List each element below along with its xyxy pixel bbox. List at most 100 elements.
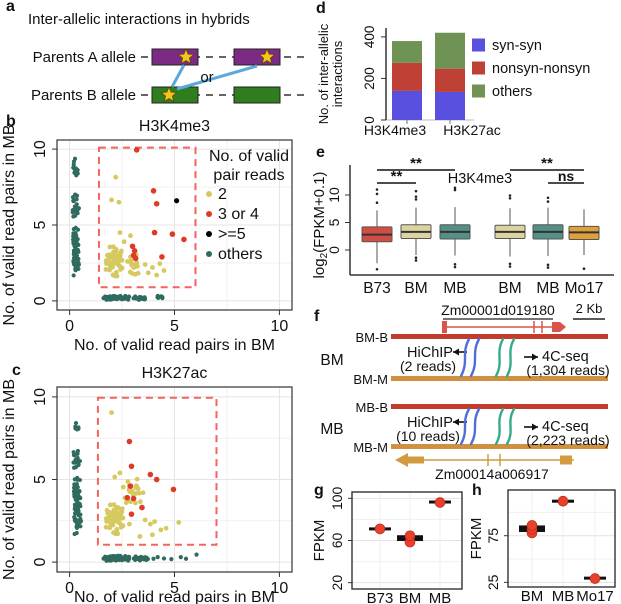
y-tick-label: 5 — [32, 220, 49, 229]
interaction-curve — [459, 337, 471, 378]
dot-category-label: B73 — [367, 590, 394, 604]
track-label: BM-B — [356, 330, 389, 345]
scatter-point — [117, 230, 123, 235]
legend-swatch — [472, 38, 485, 52]
scatter-series-0 — [70, 156, 165, 302]
y-tick-label: 25 — [485, 574, 501, 590]
scatter-point — [124, 494, 131, 501]
dot-point — [526, 520, 538, 531]
scatter-point — [157, 261, 163, 267]
scatter-point — [155, 555, 160, 560]
scatter-point — [150, 188, 157, 194]
panel-h: h 25 75 BM MB Mo17 FPKM — [470, 482, 621, 604]
significance-label: ** — [410, 155, 422, 172]
y-tick-label: 0 — [32, 296, 49, 305]
x-tick-label: 5 — [170, 318, 179, 335]
legend-swatch — [472, 84, 485, 98]
interaction-curve — [505, 337, 516, 378]
scatter-point — [133, 147, 140, 153]
legend-item-label: syn-syn — [492, 38, 542, 54]
y-tick-label: 100 — [329, 486, 345, 510]
dot-category-label: MB — [552, 588, 575, 604]
scatter-point — [142, 517, 148, 523]
outlier-point — [414, 195, 418, 198]
panel-d: d 0 200 400 No. of inter-allelic interaction… — [312, 0, 621, 140]
outlier-point — [508, 197, 512, 200]
dot-point — [557, 495, 569, 507]
scatter-point — [173, 198, 180, 204]
track-m — [391, 376, 608, 381]
scatter-point — [161, 268, 167, 273]
panel-c-label: c — [12, 362, 21, 379]
panel-g-dot-chart: 20 60 100 B73 BM MB FPKM — [312, 486, 463, 604]
group-label: MB — [320, 421, 343, 438]
panel-d-stacked-bar-chart: 0 200 400 No. of inter-allelic interactions H… — [316, 23, 590, 138]
legend-swatch — [206, 211, 212, 217]
outlier-point — [414, 256, 418, 259]
legend-item-label: others — [218, 246, 262, 263]
scatter-point — [176, 520, 182, 525]
box-category-label: Mo17 — [565, 280, 604, 297]
bar-segment-others — [435, 32, 465, 69]
outlier-point — [375, 192, 379, 196]
dot-point — [374, 523, 386, 535]
scatter-point — [147, 471, 154, 478]
scatter-point — [178, 555, 183, 560]
scatter-point — [121, 239, 127, 245]
panel-h-dot-chart: 25 75 BM MB Mo17 FPKM — [470, 489, 616, 604]
scatter-series-1 — [103, 410, 182, 539]
outlier-point — [546, 263, 550, 267]
y-axis-title: FPKM — [312, 520, 328, 562]
scatter-point — [150, 265, 155, 270]
y-tick-label: 10 — [326, 187, 342, 203]
star-icon — [177, 47, 195, 65]
scatter-point — [181, 236, 187, 243]
interaction-curve — [505, 407, 516, 446]
legend-swatch — [472, 61, 485, 75]
outlier-point — [453, 188, 457, 192]
track-label: BM-M — [353, 372, 388, 387]
panel-g: g 20 60 100 B73 BM MB FPKM — [312, 482, 470, 604]
gene-name-bottom: Zm00014a006917 — [435, 466, 549, 482]
panel-b: b 0 5 10 0 5 10 No. of valid read pairs in BM N… — [0, 113, 312, 360]
track-label: MB-M — [353, 440, 388, 455]
scatter-series-0 — [71, 420, 199, 563]
panel-d-label: d — [316, 0, 326, 17]
scatter-point — [151, 229, 158, 236]
bar-segment-syn-syn — [392, 90, 422, 120]
highlight-box — [96, 396, 218, 546]
outlier-point — [414, 198, 418, 201]
chart-title: H3K4me3 — [139, 118, 210, 135]
panel-e: e 0 5 10 log2(FPKM+0.1) B73 BM MB BM MB Mo17 ** ** *… — [312, 140, 621, 300]
outlier-point — [375, 188, 379, 191]
gene-name-top: Zm00001d019180 — [441, 302, 555, 318]
y-axis-title: log2(FPKM+0.1) — [312, 172, 330, 279]
scatter-point — [159, 254, 165, 260]
scatter-series-1 — [103, 174, 167, 279]
legend-item-label: 2 — [218, 186, 227, 203]
panel-g-label: g — [314, 482, 324, 499]
box-category-label: MB — [536, 280, 559, 297]
significance-label: ns — [558, 168, 575, 184]
allele-box — [233, 48, 281, 66]
scatter-point — [150, 532, 155, 538]
track-m — [391, 444, 608, 449]
scatter-point — [113, 174, 119, 180]
fourc-reads: (1,304 reads) — [526, 362, 609, 378]
scatter-point — [151, 556, 156, 561]
bar-segment-syn-syn — [435, 91, 465, 120]
scatter-point — [109, 197, 114, 203]
outlier-point — [375, 267, 379, 271]
legend-item-label: 3 or 4 — [218, 206, 259, 223]
legend-swatch — [206, 191, 212, 197]
legend-swatch — [206, 231, 212, 237]
scatter-point — [130, 495, 137, 502]
hichip-reads: (2 reads) — [400, 358, 456, 374]
track-b — [391, 404, 608, 409]
scatter-point — [117, 470, 123, 476]
scatter-point — [169, 231, 176, 237]
y-tick-label: 0 — [362, 116, 377, 124]
dot-point — [404, 530, 416, 542]
y-tick-label: 0 — [326, 246, 342, 254]
